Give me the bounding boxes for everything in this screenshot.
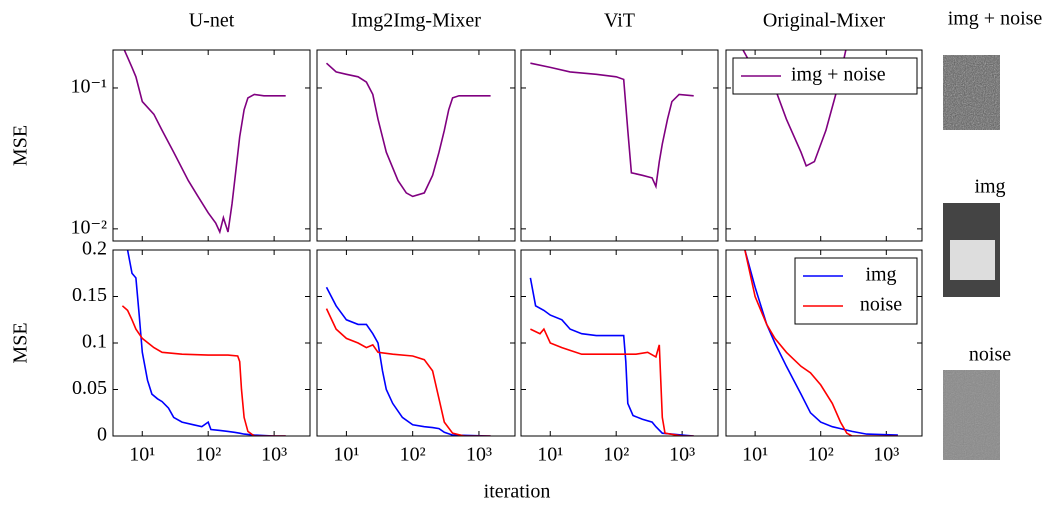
series-line [121,305,286,436]
y-tick-label: 0 [97,424,107,446]
panel-title: ViT [604,10,635,32]
y-axis-label: MSE [10,125,32,166]
x-tick-label: 10² [603,444,629,466]
x-tick-label: 10³ [466,444,492,466]
plot-frame [520,249,719,437]
y-tick-label: 0.1 [82,331,107,353]
x-tick-label: 10¹ [537,444,563,466]
x-tick-label: 10¹ [742,444,768,466]
series-line [529,277,694,436]
x-tick-label: 10² [808,444,834,466]
image-detail [950,240,995,280]
panel-title: U-net [189,10,235,32]
panel-title: Img2Img-Mixer [351,10,481,32]
image-caption: img [974,176,1005,198]
x-tick-label: 10² [195,444,221,466]
series-line [530,62,694,190]
plot-frame [520,49,719,242]
legend-box [794,257,918,325]
x-tick-label: 10³ [669,444,695,466]
plot-frame [316,249,516,437]
x-tick-label: 10² [400,444,426,466]
series-line [123,50,286,235]
legend-label: img [865,264,896,286]
y-tick-label: 0.2 [82,238,107,260]
y-tick-label: 10⁻¹ [70,76,107,98]
plot-frame [112,49,311,242]
plot-frame [112,249,311,437]
series-line [325,62,491,198]
legend-label: img + noise [791,64,886,86]
x-tick-label: 10³ [873,444,899,466]
plot-frame [725,249,923,437]
x-tick-label: 10¹ [129,444,155,466]
image-caption: noise [969,344,1011,366]
panel-title: Original-Mixer [763,10,886,32]
series-line [126,250,286,436]
series-line [530,327,694,436]
y-tick-label: 0.15 [72,284,107,306]
x-tick-label: 10³ [261,444,287,466]
image-noise [943,55,1000,130]
x-axis-label: iteration [484,481,551,503]
series-line [744,250,898,436]
legend-label: noise [860,294,902,316]
y-axis-label: MSE [10,322,32,363]
y-tick-label: 0.05 [72,377,107,399]
plot-frame [316,49,516,242]
y-tick-label: 10⁻² [70,216,107,238]
plot-frame [725,49,923,242]
image-noise [943,370,1000,460]
series-line [325,308,491,436]
series-line [325,286,491,436]
image-caption: img + noise [948,8,1043,30]
x-tick-label: 10¹ [333,444,359,466]
